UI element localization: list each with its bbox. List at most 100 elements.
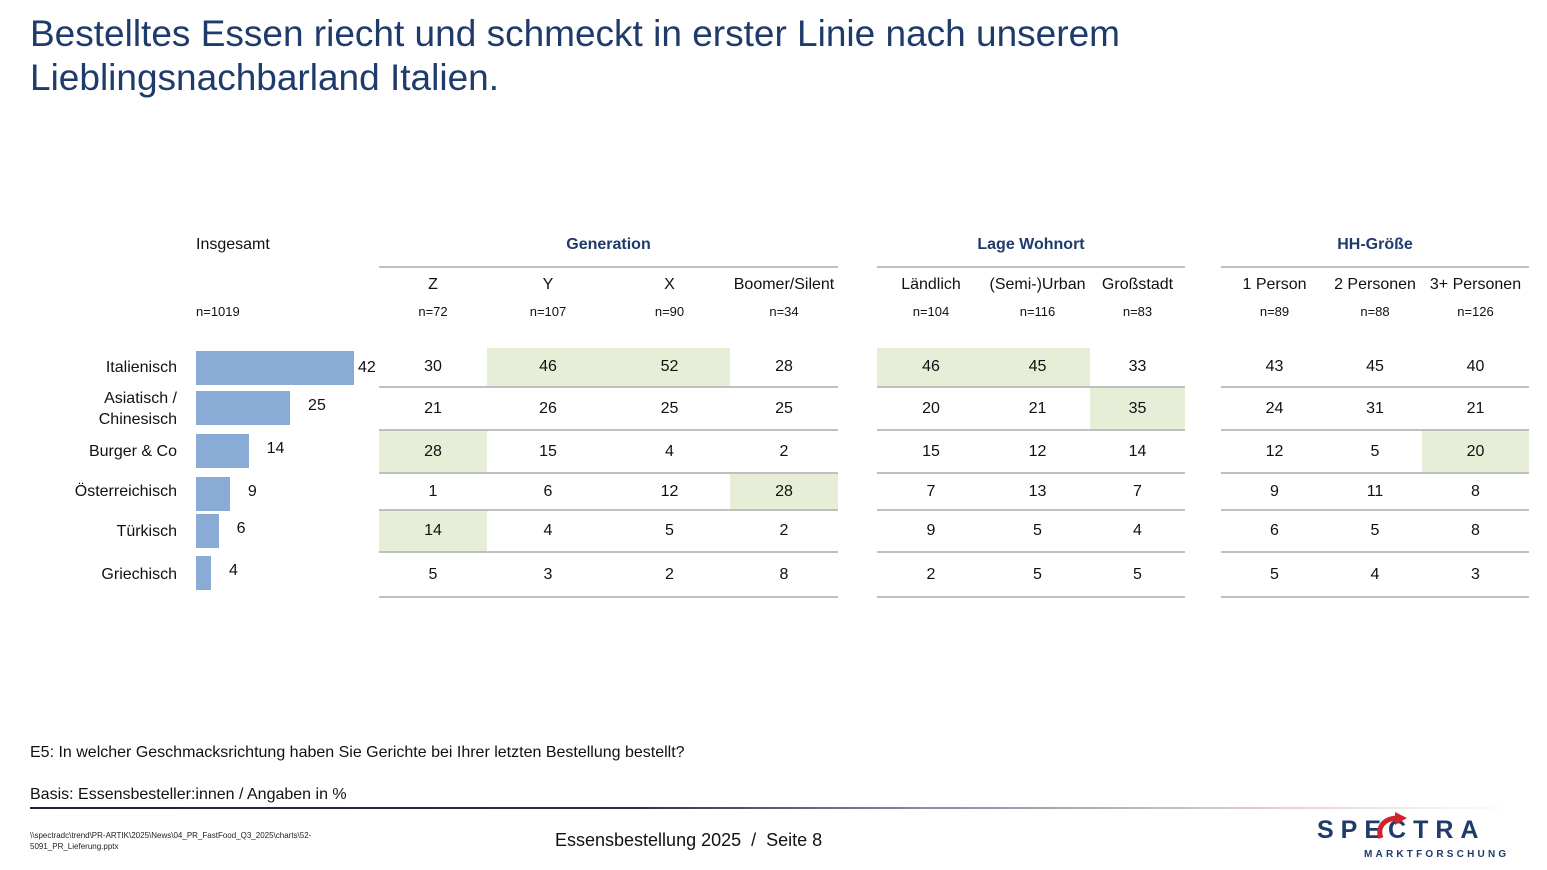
table-cell: 4: [665, 442, 674, 460]
row-divider: [877, 509, 1185, 511]
column-header: Ländlich: [901, 276, 961, 293]
table-cell: 20: [922, 399, 940, 417]
column-header: Y: [542, 276, 554, 293]
column-header: Boomer/Silent: [733, 276, 835, 293]
table-cell: 15: [922, 442, 940, 460]
column-n: n=72: [418, 304, 448, 319]
table-cell: 28: [775, 358, 793, 375]
total-bar-value: 9: [247, 483, 257, 500]
table-cell: 12: [1028, 442, 1047, 460]
table-cell: 2: [779, 522, 789, 539]
total-bar: [196, 434, 249, 468]
row-label: Griechisch: [101, 566, 177, 583]
table-cell: 14: [379, 511, 487, 551]
table-cell: 14: [1128, 442, 1147, 460]
row-divider: [379, 386, 838, 388]
table-cell: 4: [1370, 565, 1380, 583]
group-header-rule: [877, 266, 1185, 268]
table-cell: 35: [1090, 388, 1185, 429]
row-label: Türkisch: [116, 522, 177, 540]
table-cell: 5: [1133, 565, 1142, 583]
row-divider: [1221, 472, 1529, 474]
question-text: E5: In welcher Geschmacksrichtung haben …: [30, 744, 685, 761]
table-cell: 8: [779, 565, 789, 583]
row-divider: [877, 472, 1185, 474]
table-cell: 20: [1422, 431, 1529, 472]
column-header: 2 Personen: [1334, 276, 1416, 293]
table-cell: 21: [424, 399, 442, 417]
row-label: Burger & Co: [88, 443, 177, 460]
logo-subtitle: MARKTFORSCHUNG: [1364, 849, 1510, 860]
group-header: HH-Größe: [1337, 236, 1413, 253]
table-cell: 1: [428, 482, 438, 500]
table-cell: 12: [1265, 442, 1284, 460]
column-n: n=116: [1019, 304, 1056, 319]
table-cell: 28: [379, 431, 487, 472]
column-header: Z: [428, 276, 438, 293]
column-n: n=89: [1259, 304, 1290, 319]
table-cell: 11: [1366, 482, 1384, 500]
table-cell: 40: [1466, 358, 1485, 375]
table-cell: 5: [665, 522, 674, 539]
table-cell: 9: [1270, 482, 1279, 500]
row-divider: [379, 596, 838, 598]
row-divider: [877, 551, 1185, 553]
table-cell: 28: [730, 474, 838, 509]
row-divider: [1221, 386, 1529, 388]
table-cell: 26: [539, 399, 557, 417]
table-cell: 31: [1366, 399, 1384, 417]
column-header: (Semi-)Urban: [989, 276, 1086, 293]
row-divider: [1221, 509, 1529, 511]
table-cell: 6: [543, 482, 553, 500]
table-cell: 33: [1128, 358, 1147, 375]
column-n: n=83: [1122, 304, 1153, 319]
table-cell: 52: [609, 348, 730, 386]
table-cell: 46: [487, 348, 609, 386]
total-bar-value: 42: [358, 359, 376, 376]
table-cell: 21: [1028, 399, 1047, 417]
table-cell: 5: [1033, 565, 1042, 583]
total-bar: [196, 477, 230, 511]
row-divider: [1221, 429, 1529, 431]
table-cell: 4: [1133, 522, 1142, 539]
total-bar-value: 25: [308, 397, 326, 414]
logo-arrow-icon: [1377, 812, 1407, 839]
table-cell: 5: [1370, 442, 1380, 460]
group-header-rule: [379, 266, 838, 268]
row-divider: [379, 551, 838, 553]
row-label: Österreichisch: [74, 483, 177, 500]
row-divider: [877, 429, 1185, 431]
table-cell: 46: [877, 348, 985, 386]
column-header: X: [664, 276, 675, 293]
column-n: n=88: [1360, 304, 1390, 319]
total-bar-value: 14: [266, 440, 285, 457]
table-cell: 5: [1370, 522, 1380, 539]
row-divider: [379, 472, 838, 474]
table-cell: 25: [660, 399, 679, 417]
table-cell: 13: [1028, 482, 1047, 500]
slide-title: Bestelltes Essen riecht und schmeckt in …: [30, 13, 1120, 98]
table-cell: 9: [926, 522, 936, 539]
column-header: Großstadt: [1101, 276, 1174, 293]
column-n: n=90: [654, 304, 685, 319]
table-cell: 4: [543, 522, 553, 539]
total-bar: [196, 351, 354, 385]
basis-text: Basis: Essensbesteller:innen / Angaben i…: [30, 786, 347, 803]
row-divider: [1221, 551, 1529, 553]
table-cell: 2: [665, 565, 674, 583]
table-cell: 45: [985, 348, 1090, 386]
total-header: Insgesamt: [196, 236, 270, 253]
table-cell: 2: [779, 442, 789, 460]
table-cell: 45: [1366, 358, 1384, 375]
group-header: Generation: [566, 236, 651, 253]
row-label: Italienisch: [105, 358, 177, 376]
row-divider: [877, 596, 1185, 598]
table-cell: 21: [1466, 399, 1485, 417]
table-cell: 25: [775, 399, 793, 417]
column-n: n=107: [529, 304, 567, 319]
row-label: Asiatisch / Chinesisch: [98, 389, 177, 428]
table-cell: 30: [424, 358, 442, 375]
row-divider: [877, 386, 1185, 388]
footer-divider: [30, 807, 1520, 809]
total-bar: [196, 514, 219, 548]
